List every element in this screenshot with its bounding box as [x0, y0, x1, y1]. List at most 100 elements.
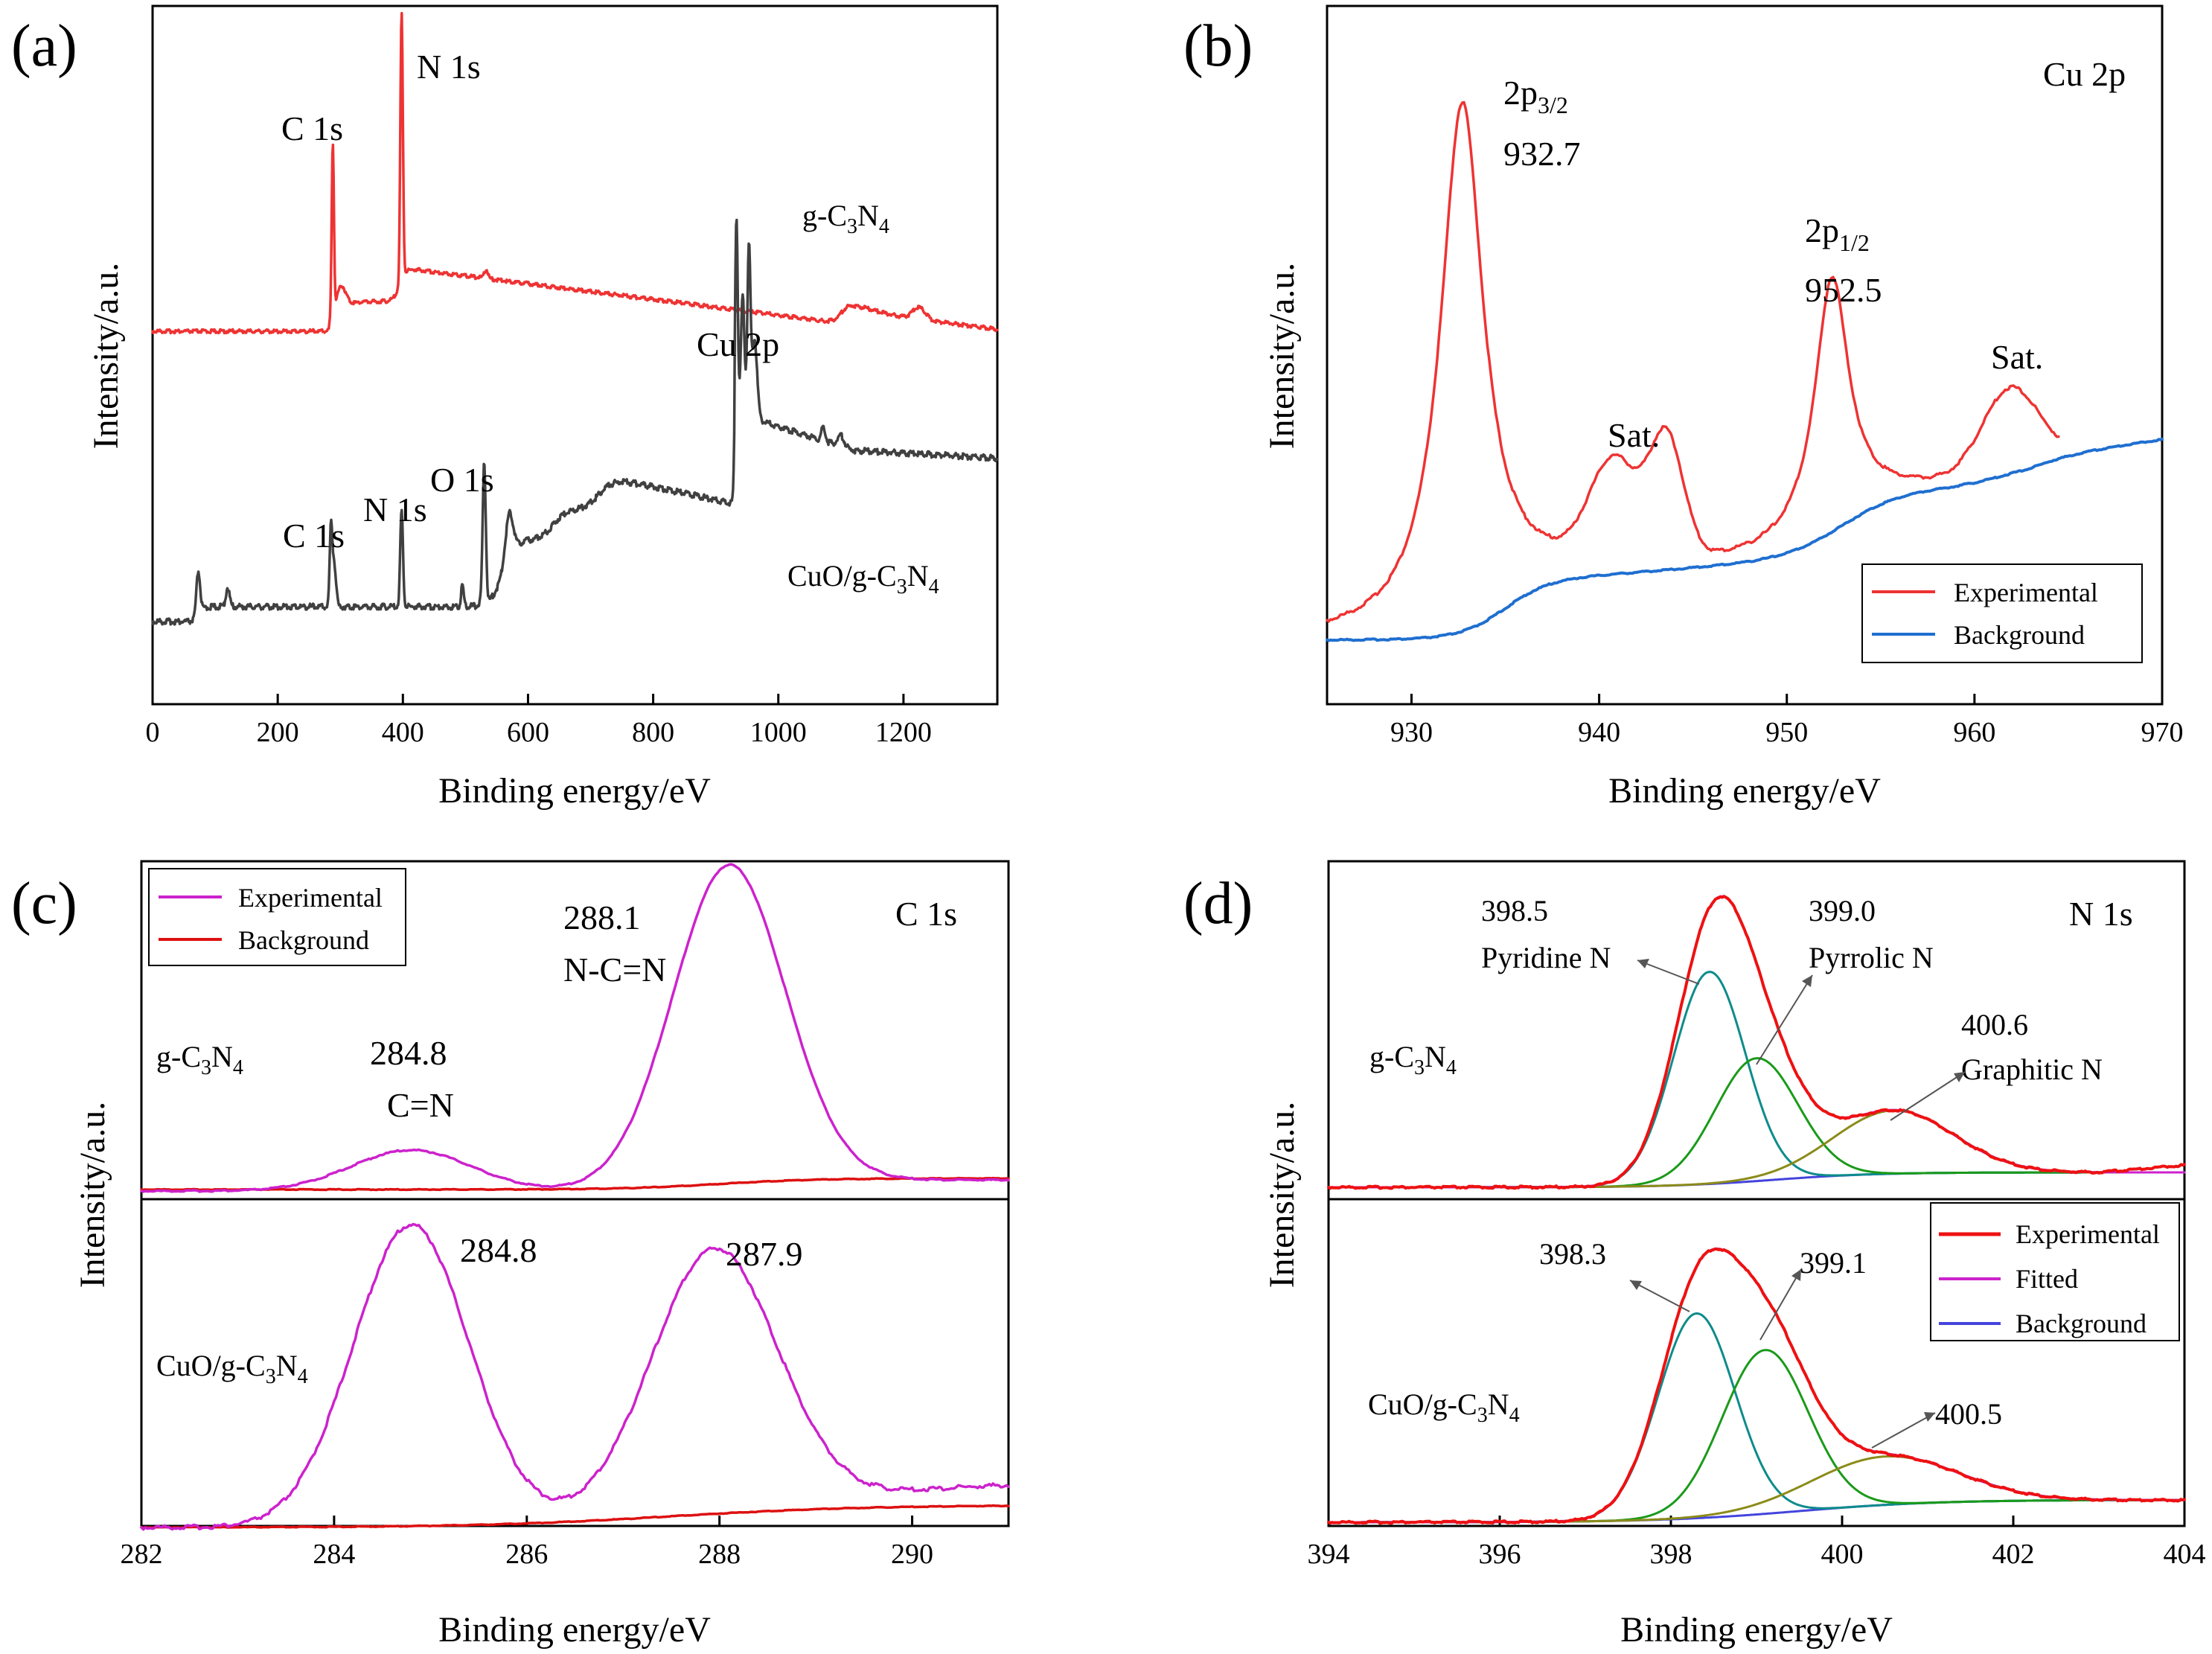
panel-d-legend-exp: Experimental — [2016, 1219, 2160, 1249]
panel-d: 394 396 398 400 402 404 (d) Binding energy/eV… — [1183, 860, 2206, 1650]
panel-b-title: Cu 2p — [2043, 55, 2126, 93]
panel-c-cuo-label: CuO/g-C3N4 — [156, 1349, 308, 1388]
xtick-label-940: 940 — [1578, 717, 1620, 748]
panel-d-legend-bg: Background — [2016, 1309, 2147, 1338]
panel-d-arrow-pyridine — [1637, 959, 1700, 985]
panel-c-gcn-label: g-C3N4 — [156, 1040, 243, 1079]
panel-c-top-background — [140, 1176, 1010, 1192]
panel-b-legend — [1861, 563, 2143, 663]
panel-b-sat2-label: Sat. — [1991, 338, 2043, 376]
panel-d-cuo-label: CuO/g-C3N4 — [1368, 1388, 1520, 1427]
panel-c-288-label: N-C=N — [563, 951, 666, 989]
panel-b-2p32-value: 932.7 — [1503, 135, 1581, 173]
panel-d-3985-value: 398.5 — [1481, 894, 1548, 927]
panel-a-n1s-top-label: N 1s — [417, 48, 481, 86]
panel-d-arrows — [1629, 959, 1966, 1449]
panel-a-ylabel: Intensity/a.u. — [86, 263, 126, 450]
panel-d-xlabel: Binding energy/eV — [1620, 1610, 1893, 1650]
panel-a-letter: (a) — [11, 13, 77, 79]
panel-b-2p32-label: 2p3/2 — [1503, 74, 1568, 118]
panel-c-xticks: 282 284 286 288 290 — [121, 1516, 933, 1570]
panel-c-legend — [148, 868, 406, 966]
panel-c-bottom-background — [140, 1504, 1010, 1530]
panel-d-3991-value: 399.1 — [1800, 1246, 1867, 1280]
xtick-label-400: 400 — [1821, 1539, 1864, 1570]
panel-d-pyrrolic-label: Pyrrolic N — [1809, 941, 1934, 974]
panel-a-xlabel: Binding energy/eV — [438, 771, 711, 811]
xtick-label-282: 282 — [121, 1539, 163, 1570]
xtick-label-1000: 1000 — [750, 717, 807, 748]
panel-d-xticks: 394 396 398 400 402 404 — [1308, 1516, 2206, 1570]
panel-b-xticks: 930 940 950 960 970 — [1390, 694, 2184, 748]
panel-b-legend-bg: Background — [1954, 620, 2085, 650]
panel-b-2p12-value: 952.5 — [1805, 271, 1882, 309]
panel-c-bottom-experimental — [140, 1222, 1010, 1531]
xtick-label-402: 402 — [1992, 1539, 2035, 1570]
panel-d-ylabel: Intensity/a.u. — [1262, 1102, 1302, 1289]
xtick-label-950: 950 — [1765, 717, 1808, 748]
xtick-label-404: 404 — [2164, 1539, 2206, 1570]
panel-c-legend-exp: Experimental — [238, 883, 383, 913]
panel-d-arrowhead-pyridine — [1637, 959, 1649, 968]
panel-c-ylabel: Intensity/a.u. — [73, 1102, 112, 1289]
panel-b-ylabel: Intensity/a.u. — [1262, 263, 1302, 450]
xtick-label-396: 396 — [1479, 1539, 1521, 1570]
panel-c-2848-value: 284.8 — [460, 1231, 537, 1269]
panel-b-xlabel: Binding energy/eV — [1608, 771, 1881, 811]
panel-d-pyridine-label: Pyridine N — [1481, 941, 1611, 974]
panel-d-title: N 1s — [2069, 895, 2133, 933]
panel-a-series-cuo-gcn — [151, 218, 999, 626]
xtick-label-800: 800 — [632, 717, 674, 748]
xtick-label-284: 284 — [313, 1539, 355, 1570]
panel-a-cuo-label: CuO/g-C3N4 — [787, 559, 939, 598]
panel-d-top-background — [1327, 1171, 2186, 1189]
xtick-label-1200: 1200 — [875, 717, 932, 748]
xtick-label-288: 288 — [698, 1539, 741, 1570]
panel-d-arrowhead-4005 — [1924, 1412, 1935, 1422]
xtick-label-394: 394 — [1308, 1539, 1350, 1570]
panel-a-c1s-top-label: C 1s — [281, 109, 343, 147]
panel-a-n1s-bot-label: N 1s — [363, 491, 427, 529]
panel-a-gcn-label: g-C3N4 — [802, 199, 889, 238]
panel-a-frame — [151, 4, 999, 706]
xtick-label-286: 286 — [505, 1539, 548, 1570]
panel-c-284-value: 284.8 — [370, 1034, 447, 1072]
xtick-label-200: 200 — [257, 717, 299, 748]
panel-b-frame — [1326, 4, 2164, 706]
panel-c: 282 284 286 288 290 (c) Binding energy/eV In… — [11, 860, 1010, 1650]
panel-d-arrow-graphitic — [1890, 1071, 1966, 1121]
xtick-label-290: 290 — [891, 1539, 933, 1570]
panel-d-arrowhead-3983 — [1630, 1280, 1642, 1290]
panel-d-legend — [1930, 1202, 2180, 1341]
panel-c-frame — [140, 860, 1010, 1527]
panel-c-top-experimental — [140, 863, 1010, 1193]
panel-d-3983-value: 398.3 — [1539, 1237, 1606, 1271]
panel-b-2p12-label: 2p1/2 — [1805, 211, 1870, 256]
panel-d-frame — [1327, 860, 2186, 1527]
panel-d-arrowhead-3991 — [1791, 1269, 1801, 1281]
panel-c-284-label: C=N — [387, 1086, 454, 1124]
xtick-label-400: 400 — [382, 717, 424, 748]
panel-a-c1s-bot-label: C 1s — [283, 517, 345, 555]
panel-b-sat1-label: Sat. — [1608, 416, 1660, 454]
panel-b-series-experimental — [1326, 100, 2060, 623]
panel-a: 0 200 400 600 800 1000 1200 (a) Binding energy… — [11, 4, 999, 811]
xtick-label-960: 960 — [1953, 717, 1995, 748]
xtick-label-398: 398 — [1650, 1539, 1692, 1570]
panel-d-graphitic-label: Graphitic N — [1961, 1053, 2103, 1086]
panel-c-title: C 1s — [895, 895, 957, 933]
panel-a-xticks: 0 200 400 600 800 1000 1200 — [146, 694, 932, 748]
panel-b-legend-exp: Experimental — [1954, 578, 2098, 607]
panel-c-288-value: 288.1 — [563, 898, 641, 936]
panel-a-series-gcn — [151, 12, 999, 335]
panel-b-letter: (b) — [1183, 13, 1253, 79]
panel-c-xlabel: Binding energy/eV — [438, 1610, 711, 1650]
panel-d-curves — [1327, 895, 2186, 1525]
xtick-label-0: 0 — [146, 717, 160, 748]
panel-d-arrowhead-graphitic — [1954, 1072, 1965, 1082]
panel-d-4006-value: 400.6 — [1961, 1008, 2028, 1041]
panel-d-arrow-3983 — [1629, 1280, 1690, 1312]
panel-d-4005-value: 400.5 — [1935, 1397, 2002, 1431]
panel-d-letter: (d) — [1183, 871, 1253, 936]
